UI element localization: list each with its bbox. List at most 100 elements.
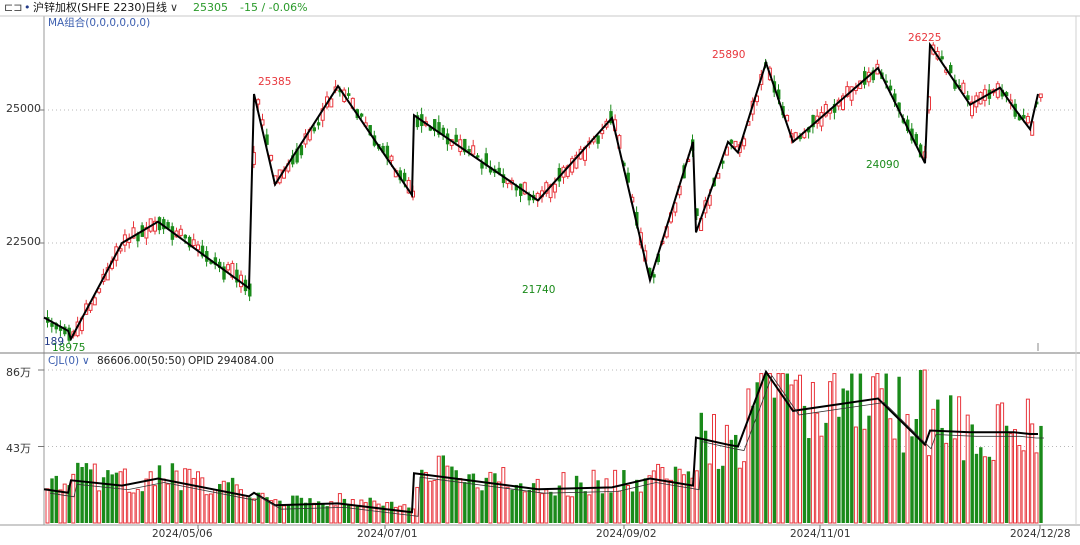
volume-bar-up <box>767 373 772 524</box>
volume-bar-down <box>824 422 828 523</box>
volume-bar-up <box>131 492 136 524</box>
ma-indicator-label[interactable]: MA组合(0,0,0,0,0,0) <box>48 17 151 29</box>
volume-bar-up <box>1034 452 1039 524</box>
volume-bar-up <box>952 438 957 524</box>
volume-bar-down <box>321 504 325 523</box>
candle-body-down <box>721 160 725 164</box>
volume-bar-up <box>660 467 665 524</box>
volume-bar-up <box>221 480 226 524</box>
volume-bar-down <box>157 465 162 523</box>
volume-bar-up <box>97 490 102 524</box>
extreme-price-label: 26225 <box>908 32 941 44</box>
extreme-price-label: 21740 <box>522 284 555 296</box>
volume-bar-up <box>724 424 729 524</box>
candle-body-up <box>92 297 97 306</box>
volume-value: 86606.00(50:50) <box>97 355 186 367</box>
volume-bar-up <box>71 473 76 524</box>
volume-bar-up <box>200 477 205 524</box>
volume-bar-up <box>1017 445 1022 524</box>
volume-bar-down <box>609 492 613 523</box>
volume-bar-up <box>798 374 802 524</box>
candle-body-down <box>527 194 531 201</box>
candle-body-down <box>295 148 299 163</box>
candle-body-up <box>1025 116 1030 124</box>
volume-bar-down <box>471 473 476 523</box>
candle-body-up <box>733 140 738 148</box>
volume-bar-up <box>570 496 575 524</box>
volume-bar-up <box>273 499 278 524</box>
volume-bar-down <box>940 427 944 523</box>
candle-body-down <box>476 155 480 158</box>
candle-body-up <box>548 184 553 199</box>
volume-bar-up <box>501 467 506 524</box>
volume-bar-up <box>376 503 381 524</box>
volume-bar-up <box>251 498 256 524</box>
candle-body-down <box>497 167 501 174</box>
cjl-chevron-down-icon[interactable]: ∨ <box>82 355 90 367</box>
candle-body-down <box>463 138 467 153</box>
volume-bar-down <box>772 397 777 523</box>
volume-bar-down <box>751 405 755 523</box>
volume-bar-down <box>884 373 888 523</box>
candle-body-down <box>888 85 893 91</box>
candle-body-down <box>811 114 815 128</box>
candle-body-down <box>966 95 970 100</box>
volume-bar-down <box>299 497 304 523</box>
period-chevron-down-icon[interactable]: ∨ <box>170 1 179 14</box>
candle-body-down <box>884 80 888 83</box>
volume-bar-up <box>638 491 643 524</box>
volume-bar-up <box>45 488 50 524</box>
candle-body-down <box>488 166 493 173</box>
volume-bar-down <box>355 506 359 523</box>
candle-body-down <box>1022 114 1026 119</box>
cjl-indicator-label[interactable]: CJL(0) <box>48 355 80 367</box>
volume-bar-up <box>183 468 188 524</box>
candle-body-up <box>191 239 196 247</box>
symbol-name[interactable]: 沪锌加权(SHFE 2230) <box>33 1 146 14</box>
volume-bar-down <box>420 469 424 523</box>
window-toggle-icon[interactable]: ⊏⊐ <box>4 1 23 14</box>
candle-body-up <box>742 138 747 147</box>
volume-bar-up <box>204 494 209 524</box>
volume-bar-up <box>208 493 213 524</box>
volume-bar-up <box>832 373 837 524</box>
volume-bar-down <box>802 405 807 523</box>
volume-bar-up <box>565 495 570 524</box>
candle-body-down <box>381 145 385 153</box>
volume-bar-up <box>965 414 970 524</box>
volume-bar-down <box>265 497 269 523</box>
volume-bar-down <box>101 477 106 523</box>
candle-body-down <box>402 172 407 182</box>
volume-bar-up <box>647 475 652 524</box>
volume-bar-up <box>269 500 274 524</box>
price-change: -15 / -0.06% <box>240 1 308 14</box>
candle-body-down <box>871 70 875 81</box>
volume-bar-up <box>793 379 798 524</box>
candle-body-down <box>949 64 953 74</box>
candle-body-down <box>235 269 239 283</box>
period-selector[interactable]: 日线 <box>145 1 167 14</box>
candle-body-down <box>484 153 488 166</box>
candle-body-down <box>222 266 226 280</box>
volume-bar-down <box>381 505 385 523</box>
volume-bar-up <box>243 495 248 524</box>
candle-body-up <box>823 104 828 117</box>
price-tick-22500: 22500 <box>6 235 41 248</box>
volume-bar-up <box>626 484 630 524</box>
volume-bar-up <box>174 470 179 524</box>
candle-body-down <box>187 236 192 248</box>
volume-bar-down <box>226 482 230 523</box>
volume-bar-up <box>535 478 540 524</box>
candle-body-up <box>845 86 850 97</box>
volume-bar-up <box>957 396 962 524</box>
volume-bar-down <box>510 489 514 523</box>
candle-body-down <box>1017 114 1022 121</box>
candle-body-down <box>656 253 660 263</box>
volume-bar-up <box>1008 433 1013 524</box>
volume-bar-up <box>1000 402 1005 524</box>
volume-bar-up <box>776 373 781 524</box>
candle-body-up <box>389 155 394 161</box>
candle-body-down <box>918 144 923 158</box>
candle-body-up <box>970 101 974 117</box>
